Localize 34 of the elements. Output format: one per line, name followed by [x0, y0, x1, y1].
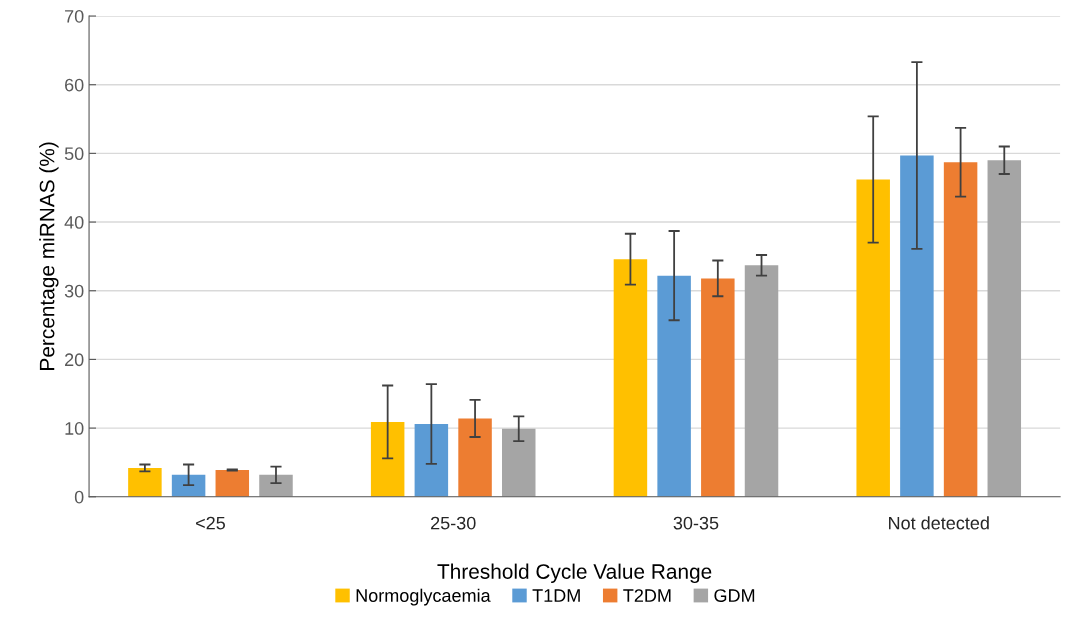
bar	[259, 474, 293, 497]
y-tick-label: 50	[64, 147, 84, 161]
y-tick-label: 70	[65, 9, 84, 23]
legend-label: GDM	[714, 589, 755, 602]
x-tick-label: 25-30	[431, 516, 476, 530]
bar	[414, 423, 449, 497]
bar	[943, 162, 978, 497]
legend-label: T2DM	[623, 589, 671, 602]
bar	[128, 467, 162, 497]
y-tick-label: 30	[64, 284, 84, 298]
bar	[502, 428, 536, 497]
y-tick-label: 0	[74, 490, 84, 504]
bar	[370, 421, 405, 497]
legend-label: Normoglycaemia	[356, 588, 491, 606]
x-tick-label: Not detected	[889, 516, 989, 530]
bar	[701, 278, 735, 497]
y-axis-title: Percentage miRNAS (%)	[39, 142, 59, 370]
bar	[900, 155, 934, 497]
bar	[856, 179, 890, 497]
y-tick-label: 60	[65, 78, 84, 92]
bar	[458, 418, 492, 497]
bar	[171, 474, 206, 497]
bar	[613, 259, 648, 497]
bar	[987, 160, 1022, 497]
y-tick-label: 10	[65, 422, 84, 435]
legend-label: T1DM	[532, 589, 580, 602]
bar	[215, 469, 250, 497]
x-tick-label: <25	[196, 516, 225, 530]
y-tick-label: 40	[64, 216, 84, 229]
bar	[744, 265, 779, 497]
bar	[657, 275, 691, 497]
y-tick-label: 20	[65, 353, 84, 367]
x-axis-title: Threshold Cycle Value Range	[437, 563, 712, 584]
x-tick-label: 30-35	[673, 516, 719, 530]
